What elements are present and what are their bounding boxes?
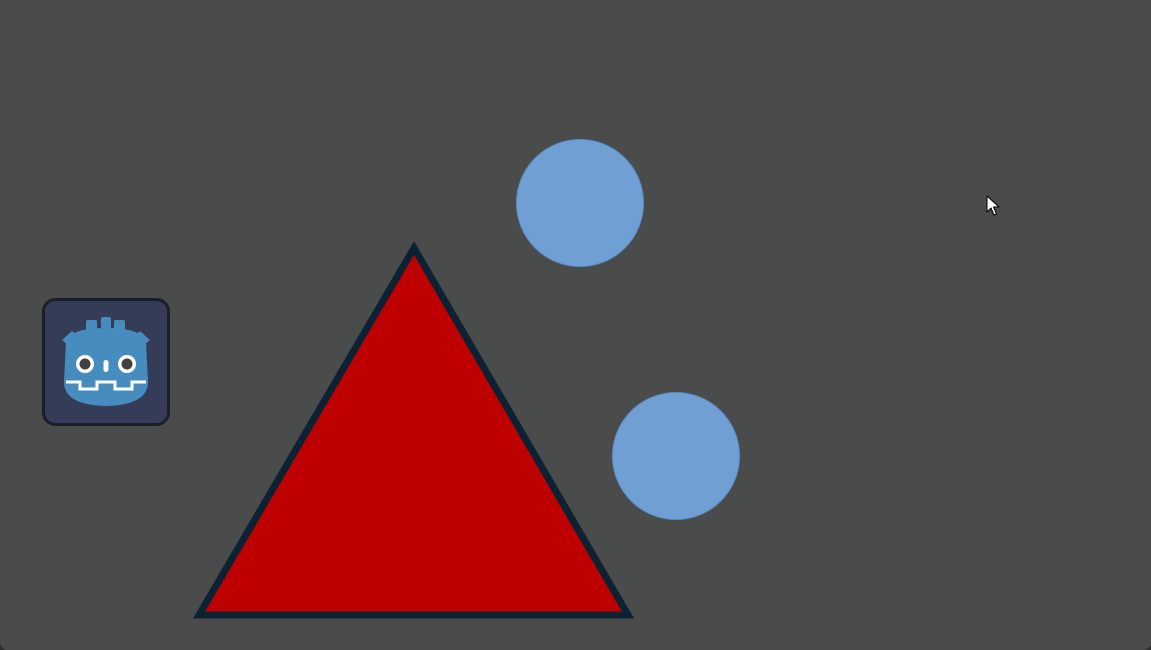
blue-circle-top xyxy=(516,139,644,267)
red-triangle xyxy=(192,241,635,619)
blue-circle-bottom xyxy=(612,392,740,520)
godot-icon xyxy=(42,298,170,426)
godot-eyes xyxy=(76,355,136,373)
godot-mouth xyxy=(66,380,146,391)
arrow-cursor-icon xyxy=(986,195,1000,216)
